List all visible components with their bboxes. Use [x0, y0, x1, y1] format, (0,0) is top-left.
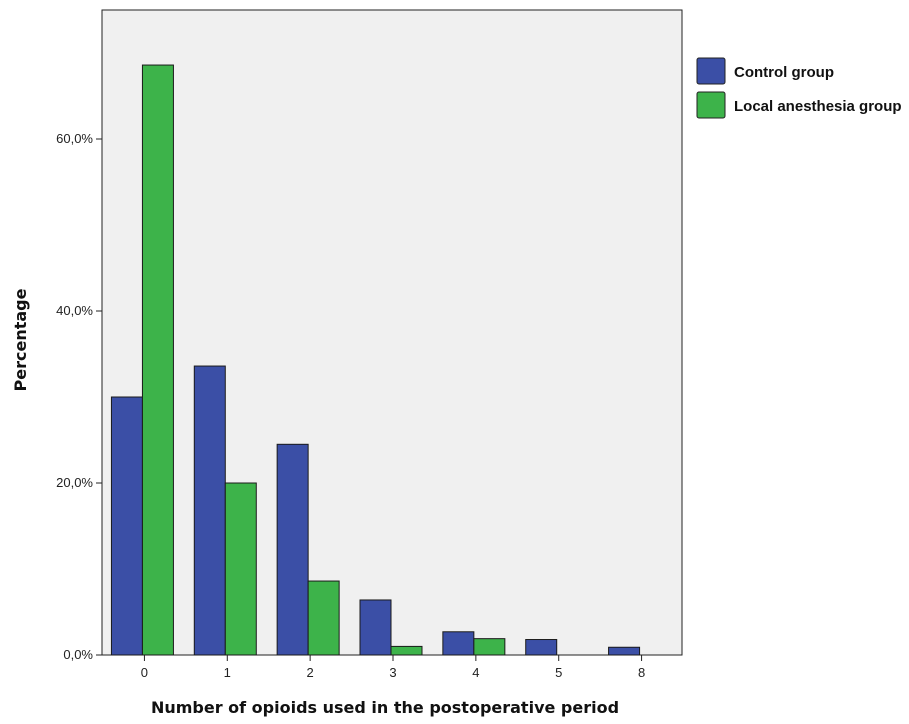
legend-swatch-control [696, 57, 726, 85]
bar-local-anesthesia-0 [141, 64, 174, 656]
x-axis: 0 1 2 3 4 5 8 [141, 655, 645, 680]
x-tick-label: 5 [555, 665, 562, 680]
y-tick-label: 0,0% [63, 647, 93, 662]
legend: Control group Local anesthesia group [696, 57, 902, 119]
bars-group [110, 64, 641, 656]
bar-local-anesthesia-2 [307, 580, 340, 656]
bar-local-anesthesia-4 [473, 638, 506, 656]
x-tick-label: 2 [307, 665, 314, 680]
x-tick-label: 1 [224, 665, 231, 680]
x-axis-title: Number of opioids used in the postoperat… [151, 698, 619, 717]
bar-control-1 [193, 365, 226, 656]
y-axis: 0,0% 20,0% 40,0% 60,0% [56, 131, 102, 662]
legend-label-local-anesthesia: Local anesthesia group [734, 98, 902, 115]
x-tick-label: 8 [638, 665, 645, 680]
y-tick-label: 20,0% [56, 475, 93, 490]
bar-control-2 [276, 443, 309, 656]
bar-control-5 [525, 639, 558, 656]
x-tick-label: 0 [141, 665, 148, 680]
y-axis-title: Percentage [11, 288, 30, 391]
bar-control-0 [110, 396, 143, 656]
bar-control-3 [359, 599, 392, 656]
plot-area [101, 9, 683, 656]
bar-control-4 [442, 631, 475, 656]
bar-control-8 [608, 646, 641, 656]
legend-label-control: Control group [734, 64, 834, 81]
legend-swatch-local-anesthesia [696, 91, 726, 119]
y-tick-label: 40,0% [56, 303, 93, 318]
bar-local-anesthesia-3 [390, 645, 423, 656]
y-tick-label: 60,0% [56, 131, 93, 146]
x-tick-label: 3 [389, 665, 396, 680]
x-tick-label: 4 [472, 665, 479, 680]
bar-local-anesthesia-1 [224, 482, 257, 656]
